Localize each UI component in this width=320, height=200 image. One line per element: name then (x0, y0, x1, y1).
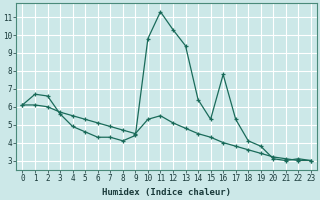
X-axis label: Humidex (Indice chaleur): Humidex (Indice chaleur) (102, 188, 231, 197)
